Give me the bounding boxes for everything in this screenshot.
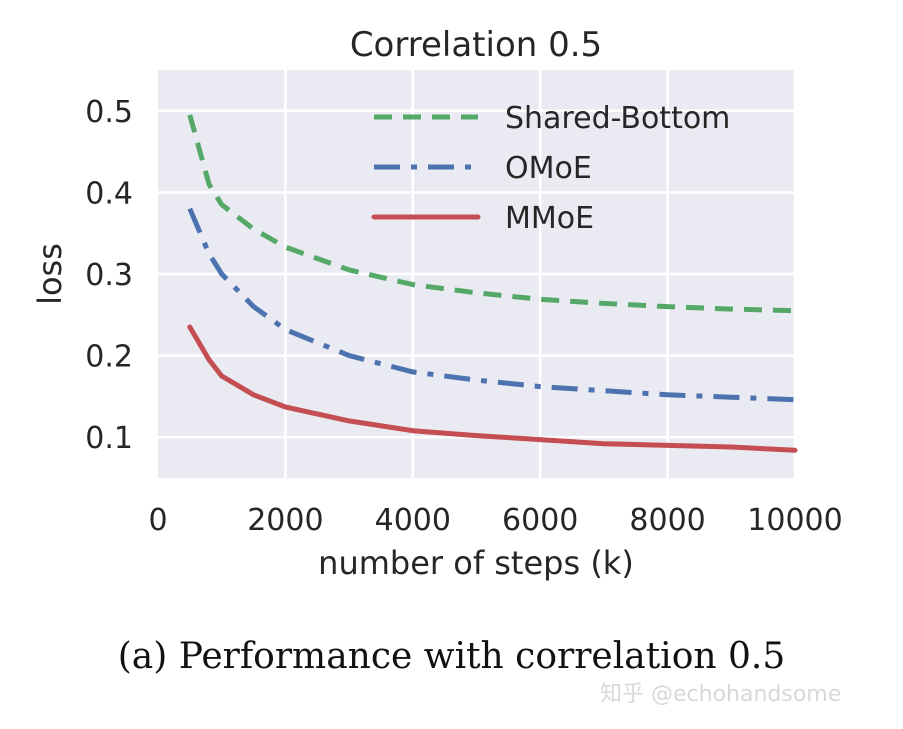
y-tick-label: 0.2 xyxy=(85,340,133,375)
x-tick-label: 8000 xyxy=(629,503,705,538)
series-line-shared-bottom xyxy=(187,114,796,314)
x-tick-label: 10000 xyxy=(747,503,842,538)
tick-labels: 0 2000 4000 6000 8000 10000 0.1 0.2 0.3 0.4 0.5 xyxy=(85,95,842,538)
y-tick-label: 0.1 xyxy=(85,421,133,456)
x-axis-label: number of steps (k) xyxy=(318,544,634,582)
chart-title: Correlation 0.5 xyxy=(350,25,602,65)
y-tick-label: 0.5 xyxy=(85,95,133,130)
y-tick-label: 0.3 xyxy=(85,258,133,293)
legend-label: MMoE xyxy=(505,201,594,236)
legend-label: Shared-Bottom xyxy=(505,101,730,136)
series-lines xyxy=(187,114,798,453)
x-tick-label: 6000 xyxy=(502,503,578,538)
x-tick-label: 0 xyxy=(148,503,167,538)
x-tick-label: 2000 xyxy=(247,503,323,538)
y-tick-label: 0.4 xyxy=(85,176,133,211)
watermark: 知乎 @echohandsome xyxy=(600,682,842,707)
line-chart: Correlation 0.5 0 2000 4000 6000 8000 10000 0.… xyxy=(31,25,843,582)
x-tick-label: 4000 xyxy=(375,503,451,538)
legend-label: OMoE xyxy=(505,151,592,186)
series-line-omoe xyxy=(187,207,796,403)
legend: Shared-Bottom OMoE MMoE xyxy=(371,101,730,236)
figure-caption: (a) Performance with correlation 0.5 xyxy=(117,636,786,677)
series-line-mmoe xyxy=(187,324,798,453)
y-axis-label: loss xyxy=(31,243,69,305)
